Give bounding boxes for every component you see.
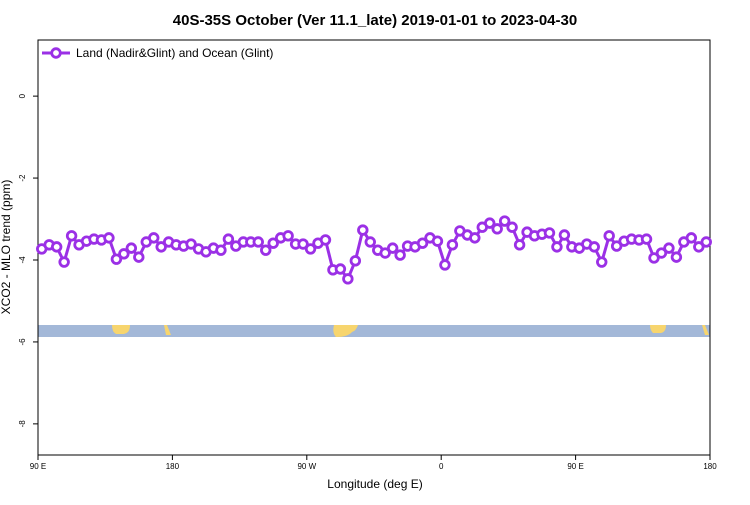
data-point bbox=[304, 243, 317, 255]
data-point bbox=[357, 224, 369, 236]
data-point bbox=[685, 232, 698, 244]
data-point bbox=[379, 247, 391, 259]
data-point bbox=[498, 215, 511, 227]
x-axis-label: Longitude (deg E) bbox=[327, 477, 422, 491]
y-tick-label: -6 bbox=[18, 338, 27, 346]
data-point bbox=[603, 230, 615, 242]
data-point bbox=[252, 236, 264, 248]
legend-marker bbox=[50, 47, 62, 59]
data-point bbox=[469, 232, 481, 244]
data-point bbox=[155, 241, 167, 253]
data-point bbox=[260, 244, 272, 256]
data-point bbox=[670, 251, 683, 263]
data-point bbox=[342, 273, 354, 285]
data-point bbox=[282, 230, 294, 242]
x-tick-label: 180 bbox=[703, 462, 717, 471]
data-point bbox=[439, 259, 451, 271]
x-tick-label: 90 W bbox=[297, 462, 316, 471]
data-point bbox=[133, 251, 145, 263]
data-point bbox=[215, 244, 227, 256]
data-point bbox=[58, 256, 70, 268]
data-point bbox=[349, 255, 362, 267]
data-point bbox=[416, 237, 429, 249]
chart-title: 40S-35S October (Ver 11.1_late) 2019-01-… bbox=[173, 12, 577, 29]
data-point bbox=[543, 227, 556, 239]
y-tick-label: -4 bbox=[18, 256, 27, 264]
data-point bbox=[446, 239, 459, 251]
y-tick-label: -2 bbox=[18, 174, 27, 182]
land-ocean-strip bbox=[38, 325, 710, 337]
data-point bbox=[484, 217, 496, 229]
data-point bbox=[596, 256, 608, 268]
data-point bbox=[588, 241, 600, 253]
y-axis-label: XCO2 - MLO trend (ppm) bbox=[0, 180, 13, 315]
data-point bbox=[655, 247, 668, 259]
legend-label: Land (Nadir&Glint) and Ocean (Glint) bbox=[76, 46, 273, 60]
x-tick-label: 90 E bbox=[30, 462, 46, 471]
y-tick-label: 0 bbox=[18, 93, 27, 98]
data-point bbox=[491, 223, 503, 235]
data-point bbox=[103, 232, 115, 244]
data-point bbox=[110, 253, 123, 265]
y-tick-label: -8 bbox=[18, 420, 27, 428]
data-point bbox=[185, 238, 197, 250]
data-point bbox=[648, 252, 660, 264]
x-tick-label: 90 E bbox=[567, 462, 583, 471]
data-point bbox=[431, 235, 444, 247]
data-point bbox=[700, 236, 712, 248]
data-point bbox=[50, 241, 63, 253]
data-point bbox=[334, 263, 347, 275]
data-point bbox=[118, 248, 130, 260]
data-point bbox=[693, 241, 705, 253]
data-point bbox=[65, 230, 78, 242]
data-point bbox=[364, 236, 376, 248]
x-tick-label: 0 bbox=[439, 462, 444, 471]
data-point bbox=[640, 233, 653, 245]
data-point bbox=[125, 242, 138, 254]
data-point bbox=[663, 242, 675, 254]
data-point bbox=[386, 242, 399, 254]
data-point bbox=[148, 232, 160, 244]
data-point bbox=[610, 240, 623, 252]
data-point bbox=[394, 249, 406, 261]
data-point bbox=[506, 221, 518, 233]
data-point bbox=[222, 233, 235, 245]
data-point bbox=[267, 237, 279, 249]
data-point bbox=[319, 234, 332, 246]
x-tick-label: 180 bbox=[166, 462, 180, 471]
data-point bbox=[558, 229, 571, 241]
data-point bbox=[551, 241, 563, 253]
data-point bbox=[513, 239, 526, 251]
data-point bbox=[297, 238, 309, 250]
